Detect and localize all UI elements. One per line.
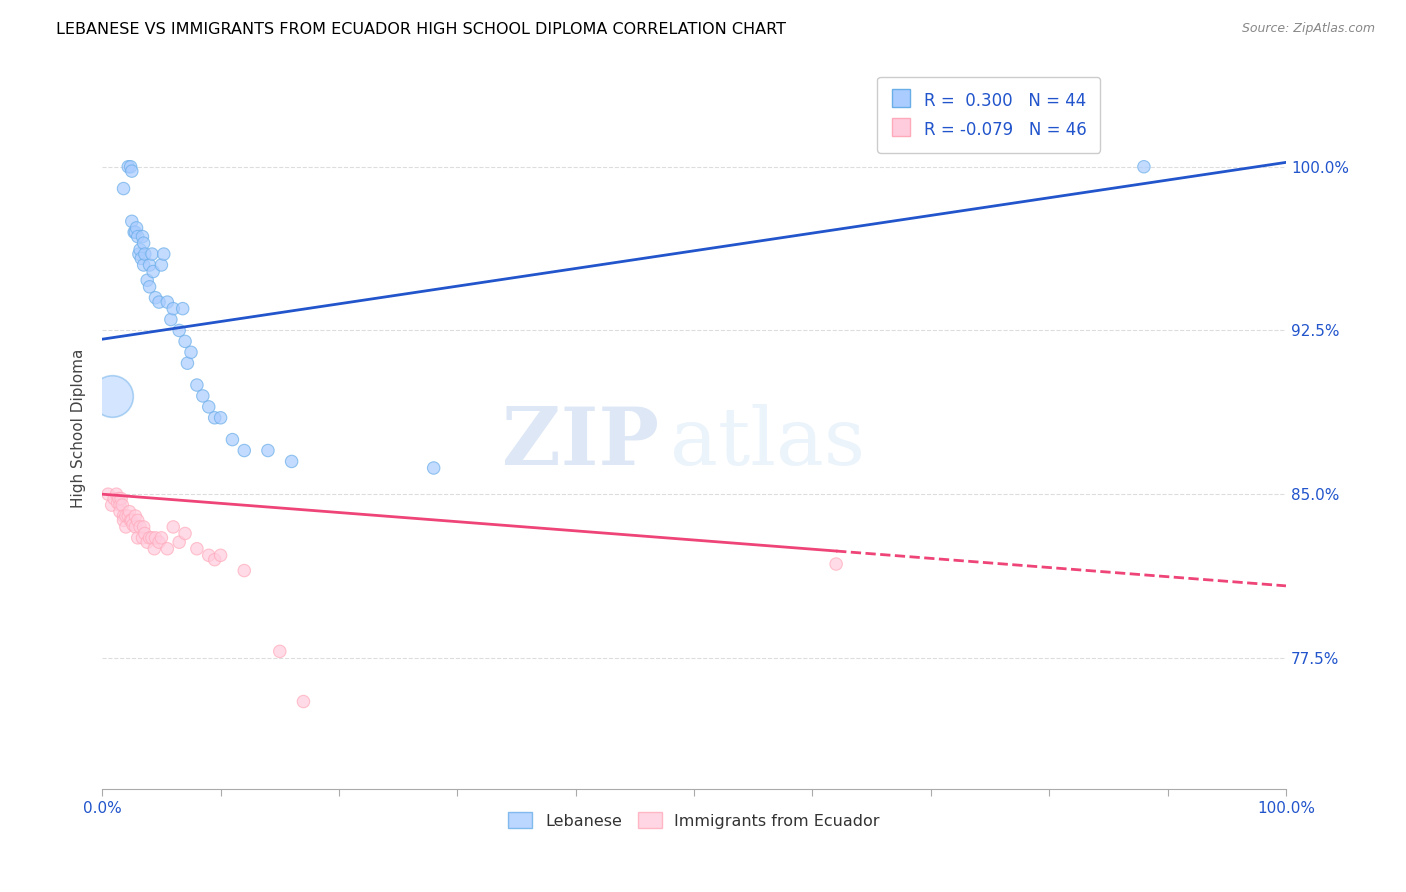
Legend: Lebanese, Immigrants from Ecuador: Lebanese, Immigrants from Ecuador (502, 805, 886, 835)
Point (120, 513, 142, 527)
Point (112, 181, 135, 195)
Point (129, 520, 152, 534)
Point (136, 273, 159, 287)
Point (97, 487, 120, 501)
Point (107, 491, 129, 506)
Point (107, 496, 129, 510)
Point (127, 513, 149, 527)
Point (209, 410, 232, 425)
Point (134, 247, 156, 261)
Point (150, 258, 173, 272)
Point (122, 517, 145, 532)
Point (257, 443, 280, 458)
Point (143, 541, 166, 556)
Point (160, 312, 183, 326)
Point (141, 247, 163, 261)
Point (180, 345, 202, 359)
Point (121, 214, 143, 228)
Point (197, 400, 219, 414)
Point (128, 247, 150, 261)
Point (186, 541, 208, 556)
Point (134, 526, 156, 541)
Point (117, 508, 139, 523)
Point (204, 410, 226, 425)
Point (108, 498, 131, 512)
Point (162, 520, 184, 534)
Point (117, 160, 139, 174)
Point (145, 531, 167, 545)
Point (127, 229, 149, 244)
Point (112, 508, 135, 523)
Point (148, 295, 170, 310)
Point (136, 535, 159, 549)
Point (121, 513, 143, 527)
Point (174, 526, 197, 541)
Y-axis label: High School Diploma: High School Diploma (72, 349, 86, 508)
Point (209, 549, 232, 563)
Point (142, 264, 165, 278)
Point (100, 498, 122, 512)
Point (221, 433, 243, 447)
Point (204, 552, 226, 566)
Point (138, 280, 160, 294)
Point (167, 535, 190, 549)
Point (138, 258, 160, 272)
Point (105, 487, 128, 501)
Point (141, 531, 163, 545)
Point (115, 520, 138, 534)
Point (156, 541, 179, 556)
Point (110, 491, 132, 506)
Point (280, 454, 302, 468)
Point (172, 301, 194, 316)
Text: Source: ZipAtlas.com: Source: ZipAtlas.com (1241, 22, 1375, 36)
Text: atlas: atlas (671, 404, 866, 482)
Point (100, 389, 122, 403)
Point (120, 160, 142, 174)
Point (150, 531, 173, 545)
Point (124, 508, 146, 523)
Point (138, 531, 160, 545)
Point (132, 258, 155, 272)
Point (121, 164, 143, 178)
Point (162, 301, 184, 316)
Point (118, 505, 141, 519)
Point (129, 243, 152, 257)
Point (124, 225, 146, 239)
Text: LEBANESE VS IMMIGRANTS FROM ECUADOR HIGH SCHOOL DIPLOMA CORRELATION CHART: LEBANESE VS IMMIGRANTS FROM ECUADOR HIGH… (56, 22, 786, 37)
Point (292, 694, 315, 708)
Point (233, 564, 256, 578)
Point (111, 498, 134, 512)
Point (825, 557, 848, 571)
Point (176, 356, 198, 370)
Point (112, 513, 135, 527)
Point (129, 252, 152, 266)
Point (125, 220, 148, 235)
Point (122, 225, 145, 239)
Point (167, 323, 190, 337)
Point (197, 549, 219, 563)
Point (132, 520, 155, 534)
Point (132, 236, 155, 251)
Point (131, 229, 153, 244)
Text: ZIP: ZIP (502, 404, 658, 482)
Point (131, 531, 153, 545)
Point (233, 443, 256, 458)
Point (103, 491, 125, 506)
Point (422, 461, 444, 475)
Point (145, 291, 167, 305)
Point (269, 644, 291, 658)
Point (152, 247, 174, 261)
Point (1133, 160, 1156, 174)
Point (127, 531, 149, 545)
Point (124, 520, 146, 534)
Point (174, 334, 197, 349)
Point (156, 295, 179, 310)
Point (186, 378, 208, 392)
Point (191, 389, 214, 403)
Point (115, 508, 138, 523)
Point (148, 535, 170, 549)
Point (108, 505, 131, 519)
